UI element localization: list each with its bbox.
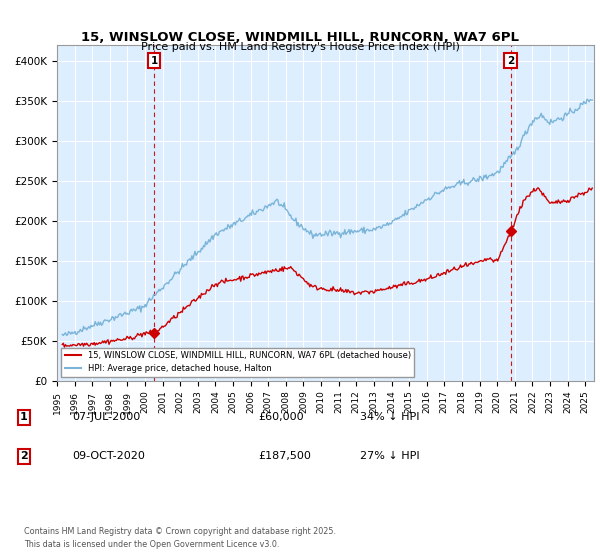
Text: £60,000: £60,000 (258, 412, 304, 422)
Text: Contains HM Land Registry data © Crown copyright and database right 2025.
This d: Contains HM Land Registry data © Crown c… (24, 528, 336, 549)
Text: 34% ↓ HPI: 34% ↓ HPI (360, 412, 419, 422)
Text: 09-OCT-2020: 09-OCT-2020 (72, 451, 145, 461)
Text: £187,500: £187,500 (258, 451, 311, 461)
Text: 07-JUL-2000: 07-JUL-2000 (72, 412, 140, 422)
Text: 1: 1 (20, 412, 28, 422)
Text: 27% ↓ HPI: 27% ↓ HPI (360, 451, 419, 461)
Text: Price paid vs. HM Land Registry's House Price Index (HPI): Price paid vs. HM Land Registry's House … (140, 42, 460, 52)
Text: 1: 1 (151, 56, 158, 66)
Legend: 15, WINSLOW CLOSE, WINDMILL HILL, RUNCORN, WA7 6PL (detached house), HPI: Averag: 15, WINSLOW CLOSE, WINDMILL HILL, RUNCOR… (61, 348, 414, 377)
Text: 2: 2 (507, 56, 514, 66)
Text: 2: 2 (20, 451, 28, 461)
Text: 15, WINSLOW CLOSE, WINDMILL HILL, RUNCORN, WA7 6PL: 15, WINSLOW CLOSE, WINDMILL HILL, RUNCOR… (81, 31, 519, 44)
